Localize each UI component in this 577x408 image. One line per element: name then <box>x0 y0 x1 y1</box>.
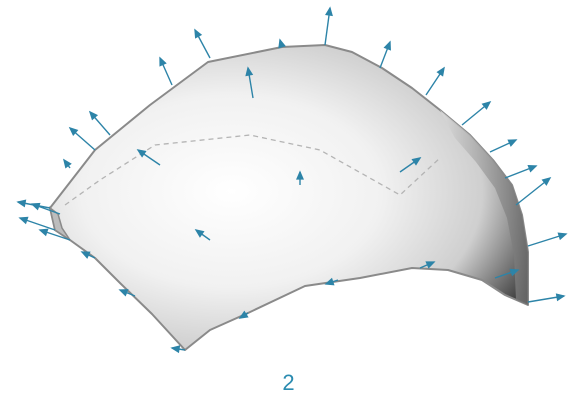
arrow-icon <box>30 202 61 215</box>
arrow-icon <box>68 126 96 151</box>
arrow-icon <box>504 165 538 179</box>
arrow-icon <box>245 66 254 99</box>
figure-number: 2 <box>282 370 295 395</box>
arrow-icon <box>278 38 286 49</box>
arrow-icon <box>461 100 492 126</box>
arrow-icon <box>399 157 422 173</box>
normal-vectors <box>16 6 568 354</box>
arrow-icon <box>118 289 136 297</box>
arrow-icon <box>63 158 72 169</box>
arrow-icon <box>419 261 436 269</box>
arrow-icon <box>494 268 520 279</box>
arrow-icon <box>38 228 71 241</box>
arrow-icon <box>515 176 552 206</box>
arrow-icon <box>194 229 211 241</box>
arrow-icon <box>18 216 56 231</box>
arrow-icon <box>88 110 111 136</box>
arrow-icon <box>489 139 518 153</box>
arrow-icon <box>170 345 186 354</box>
arrow-icon <box>238 310 249 319</box>
arrow-icon <box>16 199 51 209</box>
arrow-icon <box>136 149 161 166</box>
arrow-icon <box>296 170 304 185</box>
arrow-icon <box>527 293 566 303</box>
arrow-icon <box>425 66 445 96</box>
arrow-icon <box>379 40 391 69</box>
arrow-icon <box>324 277 339 286</box>
surface-rim <box>440 110 528 305</box>
arrow-icon <box>194 28 211 59</box>
arrow-icon <box>324 6 333 46</box>
arrow-icon <box>80 251 96 259</box>
curved-surface <box>49 44 529 351</box>
arrow-icon <box>527 232 568 247</box>
arrow-icon <box>159 56 173 86</box>
